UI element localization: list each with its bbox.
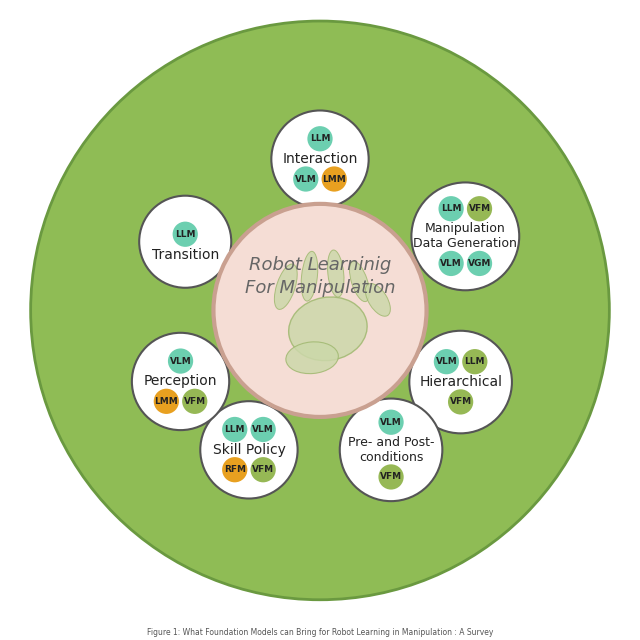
Text: VFM: VFM: [252, 465, 274, 474]
Circle shape: [467, 251, 492, 276]
Text: LMM: LMM: [323, 175, 346, 184]
Text: VLM: VLM: [380, 418, 402, 427]
Text: Hierarchical: Hierarchical: [419, 375, 502, 389]
Circle shape: [448, 389, 473, 415]
Text: VFM: VFM: [468, 204, 491, 213]
Ellipse shape: [286, 342, 339, 374]
Circle shape: [438, 251, 464, 276]
Text: LMM: LMM: [154, 397, 178, 406]
Text: Pre- and Post-
conditions: Pre- and Post- conditions: [348, 436, 435, 464]
Circle shape: [462, 349, 488, 374]
Circle shape: [222, 417, 248, 442]
Circle shape: [168, 348, 193, 374]
Ellipse shape: [328, 250, 344, 297]
Circle shape: [307, 126, 333, 152]
Circle shape: [271, 111, 369, 208]
Text: VLM: VLM: [436, 357, 458, 366]
Circle shape: [321, 166, 347, 191]
Circle shape: [467, 196, 492, 221]
Circle shape: [340, 399, 442, 501]
Ellipse shape: [301, 252, 317, 301]
Text: Robot Learninig
For Manipulation: Robot Learninig For Manipulation: [244, 256, 396, 297]
Circle shape: [214, 204, 426, 417]
Text: Transition: Transition: [152, 248, 219, 262]
Circle shape: [200, 401, 298, 499]
Text: VFM: VFM: [184, 397, 206, 406]
Circle shape: [293, 166, 319, 191]
Text: LLM: LLM: [175, 230, 195, 239]
Text: Interaction: Interaction: [282, 152, 358, 166]
Circle shape: [438, 196, 464, 221]
Circle shape: [139, 196, 231, 288]
Text: VGM: VGM: [468, 259, 492, 268]
Circle shape: [434, 349, 459, 374]
Text: Figure 1: What Foundation Models can Bring for Robot Learning in Manipulation : : Figure 1: What Foundation Models can Bri…: [147, 628, 493, 637]
Text: LLM: LLM: [441, 204, 461, 213]
Circle shape: [250, 457, 276, 483]
Text: Perception: Perception: [144, 374, 218, 388]
Circle shape: [378, 410, 404, 435]
Text: VLM: VLM: [170, 356, 191, 365]
Ellipse shape: [275, 264, 297, 309]
Circle shape: [410, 331, 512, 433]
Text: VFM: VFM: [380, 472, 402, 481]
Text: Manipulation
Data Generation: Manipulation Data Generation: [413, 222, 517, 250]
Text: VLM: VLM: [440, 259, 462, 268]
Text: Skill Policy: Skill Policy: [212, 443, 285, 457]
Text: VLM: VLM: [252, 425, 274, 434]
Text: LLM: LLM: [225, 425, 245, 434]
Circle shape: [412, 182, 519, 291]
Circle shape: [222, 457, 248, 483]
Text: VFM: VFM: [449, 397, 472, 406]
Ellipse shape: [349, 261, 369, 301]
Text: LLM: LLM: [310, 134, 330, 143]
Circle shape: [132, 333, 229, 430]
Ellipse shape: [289, 297, 367, 361]
Ellipse shape: [365, 284, 390, 316]
Circle shape: [378, 465, 404, 490]
Text: VLM: VLM: [295, 175, 317, 184]
Circle shape: [31, 21, 609, 600]
Circle shape: [154, 388, 179, 414]
Circle shape: [250, 417, 276, 442]
Text: LLM: LLM: [465, 357, 485, 366]
Text: RFM: RFM: [224, 465, 246, 474]
Circle shape: [182, 388, 207, 414]
Circle shape: [173, 221, 198, 247]
